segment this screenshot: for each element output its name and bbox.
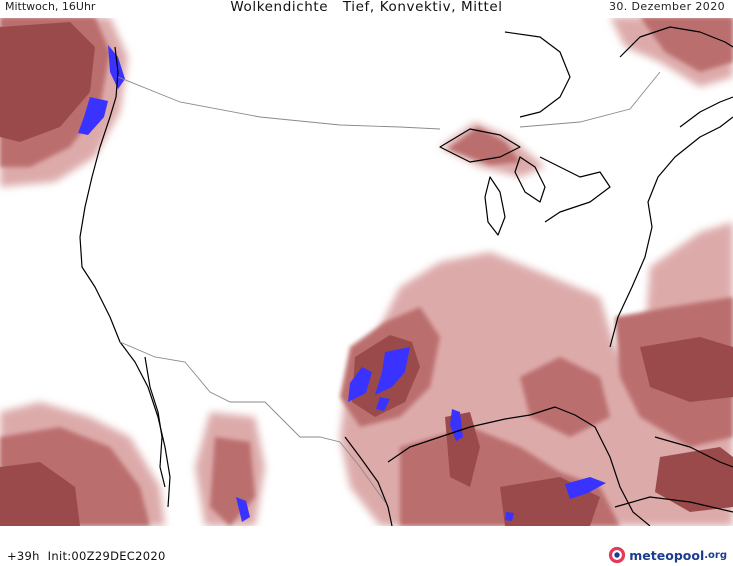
weather-map <box>0 17 733 526</box>
map-header: Mittwoch, 16Uhr Wolkendichte Tief, Konve… <box>0 0 733 18</box>
forecast-day-time: Mittwoch, 16Uhr <box>5 0 96 13</box>
cloud-density-map <box>0 17 733 526</box>
political-borders <box>117 71 661 503</box>
cloud-layer-dark <box>0 22 733 526</box>
forecast-run-info: +39h Init:00Z29DEC2020 <box>7 549 166 563</box>
logo-wordmark: meteopool <box>629 547 705 563</box>
forecast-date: 30. Dezember 2020 <box>608 0 725 13</box>
meteopool-logo[interactable]: meteopool .org <box>608 544 727 566</box>
map-footer: +39h Init:00Z29DEC2020 meteopool .org <box>0 526 733 566</box>
meteopool-logo-icon <box>609 546 626 564</box>
coastlines <box>79 26 733 526</box>
logo-suffix: .org <box>704 549 727 561</box>
map-title: Wolkendichte Tief, Konvektiv, Mittel <box>230 0 503 15</box>
